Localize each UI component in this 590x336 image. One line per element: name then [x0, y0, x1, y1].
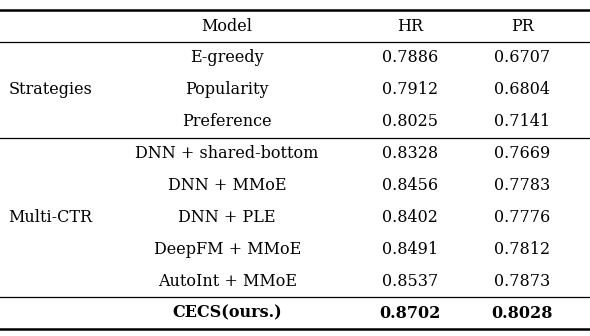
Text: Multi-CTR: Multi-CTR [8, 209, 92, 226]
Text: 0.7141: 0.7141 [494, 113, 550, 130]
Text: 0.7669: 0.7669 [494, 145, 550, 162]
Text: AutoInt + MMoE: AutoInt + MMoE [158, 273, 297, 290]
Text: E-greedy: E-greedy [191, 49, 264, 67]
Text: DeepFM + MMoE: DeepFM + MMoE [153, 241, 301, 258]
Text: 0.8028: 0.8028 [491, 305, 553, 322]
Text: 0.7886: 0.7886 [382, 49, 438, 67]
Text: HR: HR [397, 17, 423, 35]
Text: Popularity: Popularity [185, 81, 269, 98]
Text: 0.8491: 0.8491 [382, 241, 438, 258]
Text: DNN + MMoE: DNN + MMoE [168, 177, 286, 194]
Text: Preference: Preference [182, 113, 272, 130]
Text: DNN + PLE: DNN + PLE [178, 209, 276, 226]
Text: 0.7776: 0.7776 [494, 209, 550, 226]
Text: PR: PR [511, 17, 533, 35]
Text: 0.8702: 0.8702 [379, 305, 441, 322]
Text: CECS(ours.): CECS(ours.) [172, 305, 282, 322]
Text: 0.8537: 0.8537 [382, 273, 438, 290]
Text: Model: Model [202, 17, 253, 35]
Text: 0.7873: 0.7873 [494, 273, 550, 290]
Text: Strategies: Strategies [8, 81, 92, 98]
Text: 0.7783: 0.7783 [494, 177, 550, 194]
Text: 0.6804: 0.6804 [494, 81, 550, 98]
Text: DNN + shared-bottom: DNN + shared-bottom [136, 145, 319, 162]
Text: 0.7912: 0.7912 [382, 81, 438, 98]
Text: 0.8456: 0.8456 [382, 177, 438, 194]
Text: 0.6707: 0.6707 [494, 49, 550, 67]
Text: 0.7812: 0.7812 [494, 241, 550, 258]
Text: 0.8402: 0.8402 [382, 209, 438, 226]
Text: 0.8328: 0.8328 [382, 145, 438, 162]
Text: 0.8025: 0.8025 [382, 113, 438, 130]
